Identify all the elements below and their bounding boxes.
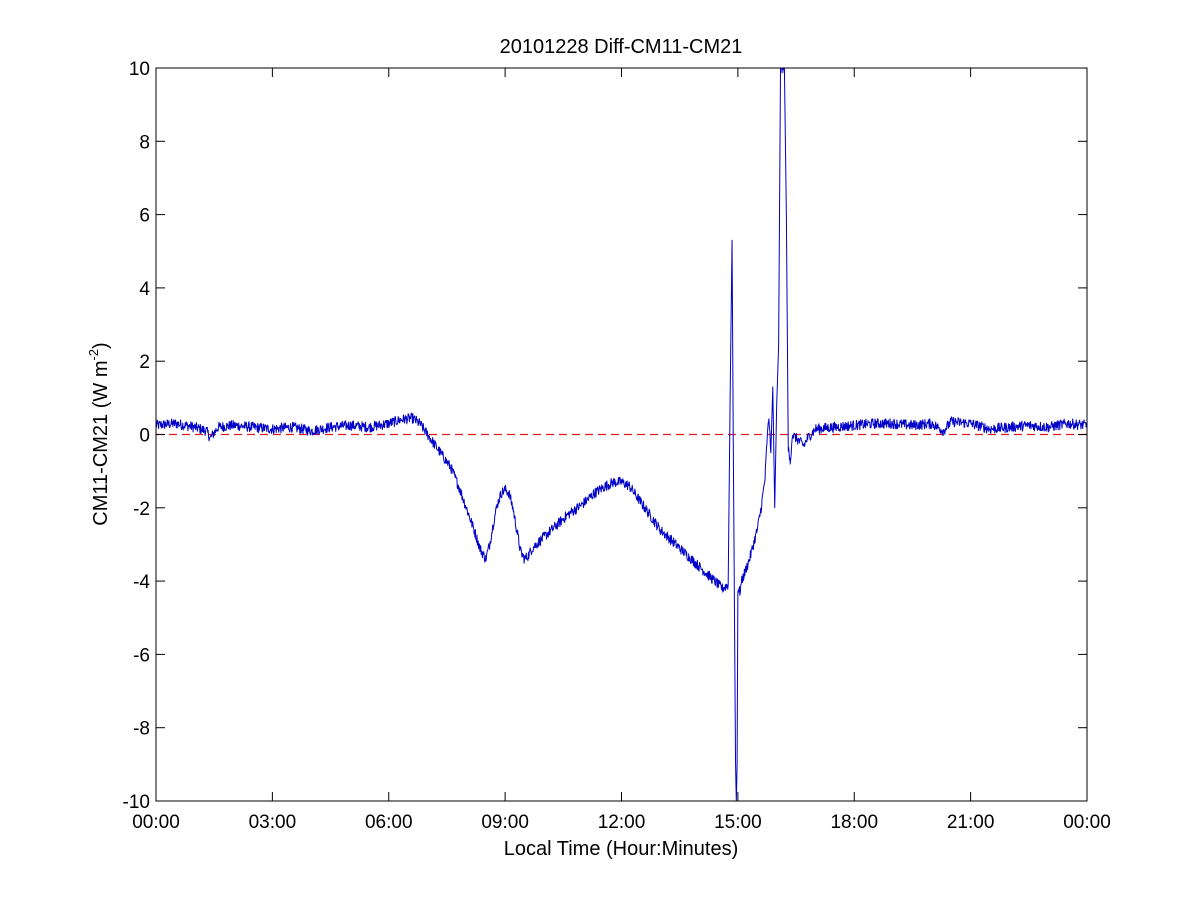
y-tick-label: -8 xyxy=(133,719,150,740)
x-tick-label: 09:00 xyxy=(481,812,529,833)
y-tick-label: -4 xyxy=(133,572,150,593)
y-tick-label: -10 xyxy=(123,792,150,813)
y-tick-label: 8 xyxy=(139,132,150,153)
plot-area-frame xyxy=(155,67,1088,802)
y-axis: -10 -8 -6 -4 -2 0 2 4 6 8 10 xyxy=(123,59,1087,813)
x-tick-label: 03:00 xyxy=(249,812,297,833)
x-tick-label: 12:00 xyxy=(598,812,646,833)
chart-title: 20101228 Diff-CM11-CM21 xyxy=(500,36,743,58)
x-tick-label: 15:00 xyxy=(714,812,762,833)
y-tick-label: -6 xyxy=(133,645,150,666)
y-axis-label-suffix: ) xyxy=(90,342,112,349)
x-axis: 00:00 03:00 06:00 09:00 12:00 15:00 18:00 21:00… xyxy=(132,68,1111,833)
x-tick-label: 00:00 xyxy=(1063,812,1111,833)
y-axis-label-superscript: -2 xyxy=(86,349,101,361)
x-tick-label: 00:00 xyxy=(132,812,180,833)
y-tick-label: 2 xyxy=(139,352,150,373)
y-axis-label: CM11-CM21 (W m-2) xyxy=(86,342,112,525)
series-line-0 xyxy=(156,68,1087,801)
series-layer xyxy=(156,68,1087,801)
y-tick-label: -2 xyxy=(133,499,150,520)
y-tick-label: 6 xyxy=(139,206,150,227)
x-tick-label: 18:00 xyxy=(830,812,878,833)
x-axis-label: Local Time (Hour:Minutes) xyxy=(504,838,739,860)
y-tick-label: 10 xyxy=(129,59,150,80)
x-tick-label: 21:00 xyxy=(947,812,995,833)
y-tick-label: 0 xyxy=(139,426,150,447)
x-tick-label: 06:00 xyxy=(365,812,413,833)
y-axis-label-base: CM11-CM21 (W m xyxy=(90,361,112,526)
y-tick-label: 4 xyxy=(139,279,150,300)
